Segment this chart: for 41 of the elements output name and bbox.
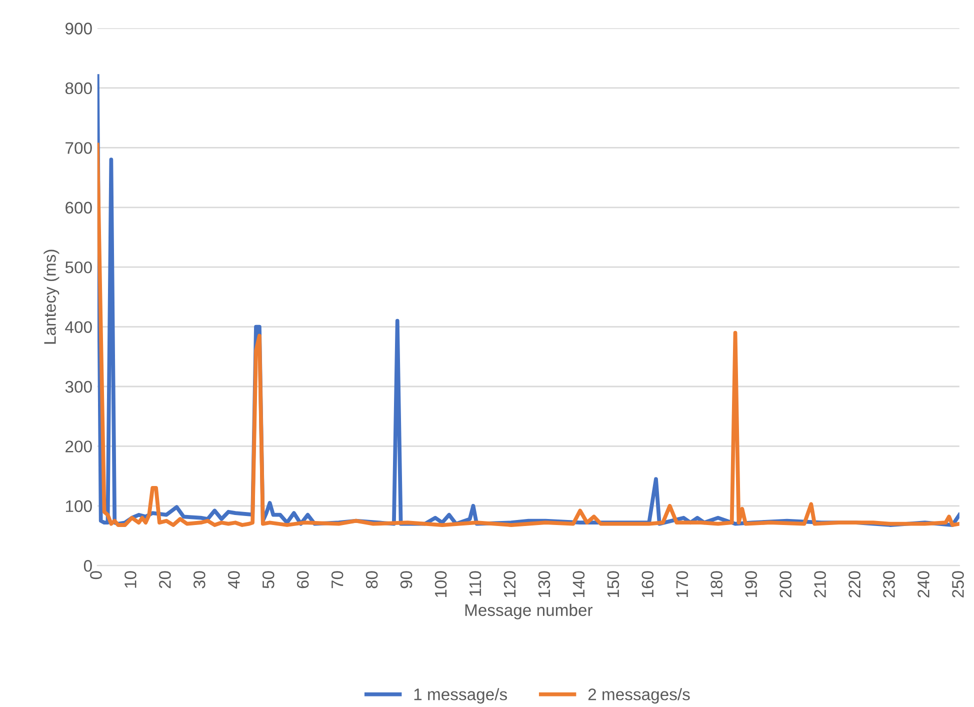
x-tick-label: 220 bbox=[848, 571, 860, 598]
x-tick-label: 0 bbox=[90, 571, 102, 580]
x-tick-label: 160 bbox=[642, 571, 654, 597]
x-tick-label: 20 bbox=[159, 571, 171, 588]
x-tick-label: 130 bbox=[538, 571, 550, 597]
x-tick-label: 70 bbox=[331, 571, 344, 588]
y-tick-label: 400 bbox=[65, 321, 92, 333]
x-tick-label: 60 bbox=[296, 571, 309, 588]
x-tick-label: 10 bbox=[124, 571, 136, 588]
legend-label: 2 messages/s bbox=[588, 688, 690, 704]
y-tick-label: 500 bbox=[65, 261, 92, 274]
x-tick-label: 120 bbox=[504, 571, 516, 597]
y-tick-label: 600 bbox=[66, 202, 92, 214]
x-tick-label: 210 bbox=[814, 571, 826, 598]
y-tick-label: 800 bbox=[65, 82, 92, 94]
x-tick-label: 40 bbox=[228, 571, 240, 589]
x-tick-label: 140 bbox=[572, 571, 585, 597]
x-tick-label: 200 bbox=[780, 571, 792, 598]
x-axis-title: Message number bbox=[465, 604, 593, 620]
x-tick-label: 90 bbox=[400, 571, 412, 588]
x-tick-label: 180 bbox=[710, 571, 723, 597]
y-tick-label: 0 bbox=[84, 560, 92, 572]
y-tick-label: 700 bbox=[66, 142, 92, 154]
y-tick-label: 300 bbox=[65, 380, 92, 393]
x-tick-label: 240 bbox=[918, 571, 930, 598]
x-tick-label: 170 bbox=[676, 571, 688, 597]
x-tick-label: 100 bbox=[434, 571, 447, 597]
x-tick-label: 190 bbox=[745, 571, 757, 597]
y-axis-title: Lantecy (ms) bbox=[44, 250, 60, 344]
x-tick-label: 30 bbox=[194, 571, 206, 588]
x-tick-label: 250 bbox=[952, 571, 964, 598]
x-tick-label: 110 bbox=[469, 571, 482, 596]
x-tick-label: 230 bbox=[883, 571, 895, 598]
x-tick-label: 80 bbox=[366, 571, 378, 588]
legend-label: 1 message/s bbox=[414, 688, 507, 704]
x-tick-label: 150 bbox=[607, 571, 620, 597]
y-tick-label: 200 bbox=[66, 440, 92, 452]
y-tick-label: 100 bbox=[66, 500, 92, 512]
x-tick-label: 50 bbox=[262, 571, 274, 588]
line-series bbox=[97, 142, 960, 527]
y-tick-label: 900 bbox=[66, 22, 92, 34]
